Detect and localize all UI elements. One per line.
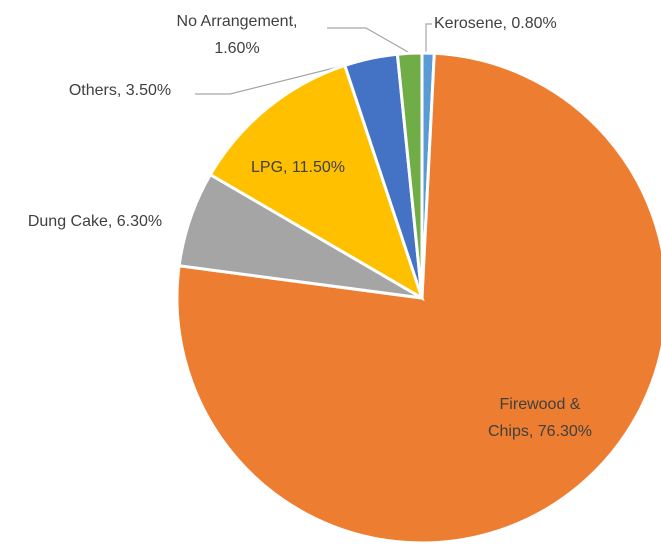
leader-line bbox=[425, 23, 432, 53]
data-label: LPG, 11.50% bbox=[251, 159, 345, 176]
data-label-line: LPG, 11.50% bbox=[251, 159, 345, 176]
leader-lines bbox=[195, 23, 432, 95]
data-label: No Arrangement, 1.60% bbox=[177, 13, 298, 57]
leader-line bbox=[195, 63, 351, 95]
data-label: Kerosene, 0.80% bbox=[434, 15, 557, 32]
data-label-line: Kerosene, 0.80% bbox=[434, 15, 557, 32]
data-label-line: Dung Cake, 6.30% bbox=[28, 213, 162, 230]
leader-line bbox=[327, 27, 409, 53]
data-label-line: No Arrangement, bbox=[177, 13, 298, 30]
data-label: Dung Cake, 6.30% bbox=[28, 213, 162, 230]
data-label-line: Chips, 76.30% bbox=[488, 423, 592, 440]
data-label-line: 1.60% bbox=[214, 40, 259, 57]
pie-slice bbox=[395, 51, 424, 299]
pie-slice bbox=[208, 63, 425, 302]
data-label-line: Others, 3.50% bbox=[69, 82, 171, 99]
data-label: Others, 3.50% bbox=[69, 82, 171, 99]
data-label: Firewood & Chips, 76.30% bbox=[488, 396, 592, 440]
data-label-line: Firewood & bbox=[500, 396, 581, 413]
